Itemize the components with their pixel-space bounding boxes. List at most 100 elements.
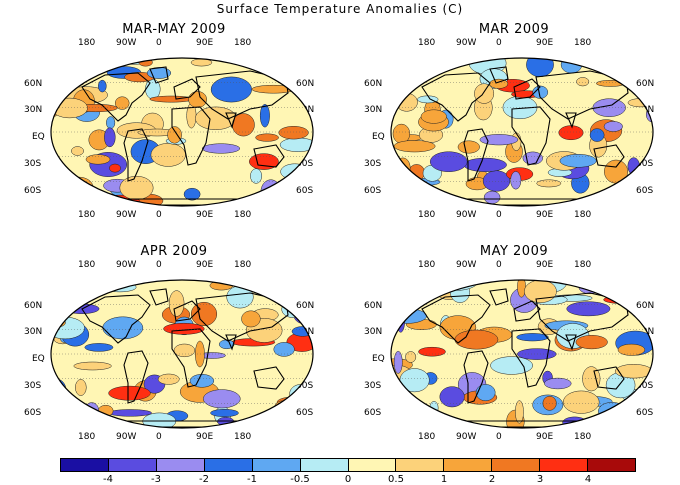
lat-label-left: 30N bbox=[364, 327, 383, 337]
lon-label-top: 180 bbox=[574, 38, 592, 48]
panel-title: MAY 2009 bbox=[479, 244, 549, 259]
lon-label-top: 90W bbox=[456, 260, 477, 270]
lon-label-bottom: 90E bbox=[536, 210, 554, 220]
lat-label-left: 30N bbox=[364, 105, 383, 115]
colorbar-tick-label: 2 bbox=[488, 474, 496, 485]
lon-label-bottom: 90E bbox=[196, 210, 214, 220]
colorbar-swatch bbox=[61, 459, 109, 471]
colorbar-swatch bbox=[588, 459, 636, 471]
colorbar-tick-label: -3 bbox=[151, 474, 161, 485]
lon-label-top: 90E bbox=[536, 260, 554, 270]
lon-label-top: 0 bbox=[156, 260, 162, 270]
lat-label-right: 60S bbox=[636, 408, 654, 418]
colorbar-tick-label: 1 bbox=[440, 474, 448, 485]
lat-label-right: 60N bbox=[636, 79, 655, 89]
anomaly-map bbox=[390, 57, 654, 207]
colorbar-tick-label: -2 bbox=[199, 474, 209, 485]
lat-label-right: 60S bbox=[636, 186, 654, 196]
lat-label-left: EQ bbox=[32, 354, 45, 364]
lat-label-right: 30S bbox=[636, 381, 654, 391]
colorbar-swatch bbox=[492, 459, 541, 471]
colorbar-swatch bbox=[348, 459, 397, 471]
colorbar-swatch bbox=[156, 459, 205, 471]
colorbar-tick-label: 3 bbox=[536, 474, 544, 485]
lon-label-top: 180 bbox=[234, 38, 252, 48]
lon-label-bottom: 180 bbox=[78, 432, 96, 442]
colorbar-tick-label: 0 bbox=[344, 474, 352, 485]
lon-label-top: 90E bbox=[536, 38, 554, 48]
lon-label-top: 0 bbox=[156, 38, 162, 48]
colorbar-swatch bbox=[252, 459, 301, 471]
lat-label-left: 30S bbox=[364, 159, 382, 169]
map-panel-may: MAY 2009 180 90W 0 90E 180 180 90W 0 90E 180 60N 60N… bbox=[364, 244, 664, 454]
lat-label-left: 60S bbox=[24, 408, 42, 418]
lat-label-left: 60N bbox=[364, 301, 383, 311]
lon-label-bottom: 0 bbox=[496, 210, 502, 220]
lon-label-bottom: 90W bbox=[456, 210, 477, 220]
colorbar bbox=[60, 458, 636, 472]
panel-title: MAR-MAY 2009 bbox=[122, 22, 226, 37]
lon-label-top: 0 bbox=[496, 260, 502, 270]
lon-label-bottom: 0 bbox=[156, 210, 162, 220]
lon-label-bottom: 180 bbox=[418, 432, 436, 442]
lon-label-top: 180 bbox=[418, 260, 436, 270]
anomaly-map bbox=[50, 57, 314, 207]
lat-label-right: 60N bbox=[636, 301, 655, 311]
lat-label-left: 60S bbox=[24, 186, 42, 196]
lat-label-left: 30S bbox=[364, 381, 382, 391]
colorbar-tick-label: -0.5 bbox=[290, 474, 310, 485]
lat-label-left: 30S bbox=[24, 159, 42, 169]
lat-label-left: 60S bbox=[364, 186, 382, 196]
lon-label-bottom: 180 bbox=[234, 210, 252, 220]
lat-label-left: 30N bbox=[24, 105, 43, 115]
colorbar-tick-label: 4 bbox=[584, 474, 592, 485]
lon-label-top: 90W bbox=[456, 38, 477, 48]
colorbar-swatch bbox=[300, 459, 349, 471]
lon-label-top: 90E bbox=[196, 38, 214, 48]
lat-label-left: 30N bbox=[24, 327, 43, 337]
lon-label-top: 0 bbox=[496, 38, 502, 48]
lat-label-right: 30S bbox=[296, 159, 314, 169]
colorbar-swatch bbox=[204, 459, 253, 471]
colorbar-swatch bbox=[444, 459, 493, 471]
lat-label-left: 30S bbox=[24, 381, 42, 391]
lon-label-top: 180 bbox=[574, 260, 592, 270]
anomaly-map bbox=[50, 279, 314, 429]
lat-label-right: 30S bbox=[636, 159, 654, 169]
lon-label-bottom: 90W bbox=[456, 432, 477, 442]
lat-label-left: 60N bbox=[24, 301, 43, 311]
lat-label-right: 30S bbox=[296, 381, 314, 391]
lat-label-right: 60N bbox=[296, 79, 315, 89]
lon-label-bottom: 180 bbox=[574, 210, 592, 220]
lon-label-top: 90E bbox=[196, 260, 214, 270]
lat-label-right: 60S bbox=[296, 186, 314, 196]
figure-title: Surface Temperature Anomalies (C) bbox=[216, 2, 464, 16]
lon-label-bottom: 180 bbox=[574, 432, 592, 442]
lat-label-left: 60N bbox=[24, 79, 43, 89]
lat-label-left: EQ bbox=[372, 132, 385, 142]
panel-title: MAR 2009 bbox=[478, 22, 550, 37]
panel-title: APR 2009 bbox=[140, 244, 208, 259]
lon-label-top: 180 bbox=[418, 38, 436, 48]
anomaly-map bbox=[390, 279, 654, 429]
lon-label-bottom: 0 bbox=[496, 432, 502, 442]
colorbar-swatch bbox=[396, 459, 445, 471]
lat-label-left: 60N bbox=[364, 79, 383, 89]
lon-label-bottom: 90W bbox=[116, 432, 137, 442]
lon-label-bottom: 180 bbox=[234, 432, 252, 442]
lat-label-left: 60S bbox=[364, 408, 382, 418]
lon-label-bottom: 180 bbox=[78, 210, 96, 220]
lon-label-top: 90W bbox=[116, 38, 137, 48]
lon-label-bottom: 90W bbox=[116, 210, 137, 220]
lon-label-top: 90W bbox=[116, 260, 137, 270]
lon-label-top: 180 bbox=[78, 38, 96, 48]
lon-label-bottom: 0 bbox=[156, 432, 162, 442]
colorbar-tick-label: 0.5 bbox=[388, 474, 404, 485]
lat-label-right: 60N bbox=[296, 301, 315, 311]
lon-label-top: 180 bbox=[234, 260, 252, 270]
lon-label-bottom: 90E bbox=[196, 432, 214, 442]
lat-label-left: EQ bbox=[32, 132, 45, 142]
map-panel-mar: MAR 2009 180 90W 0 90E 180 180 90W 0 90E 180 60N 60N… bbox=[364, 22, 664, 232]
colorbar-tick-label: -4 bbox=[103, 474, 113, 485]
lat-label-left: EQ bbox=[372, 354, 385, 364]
